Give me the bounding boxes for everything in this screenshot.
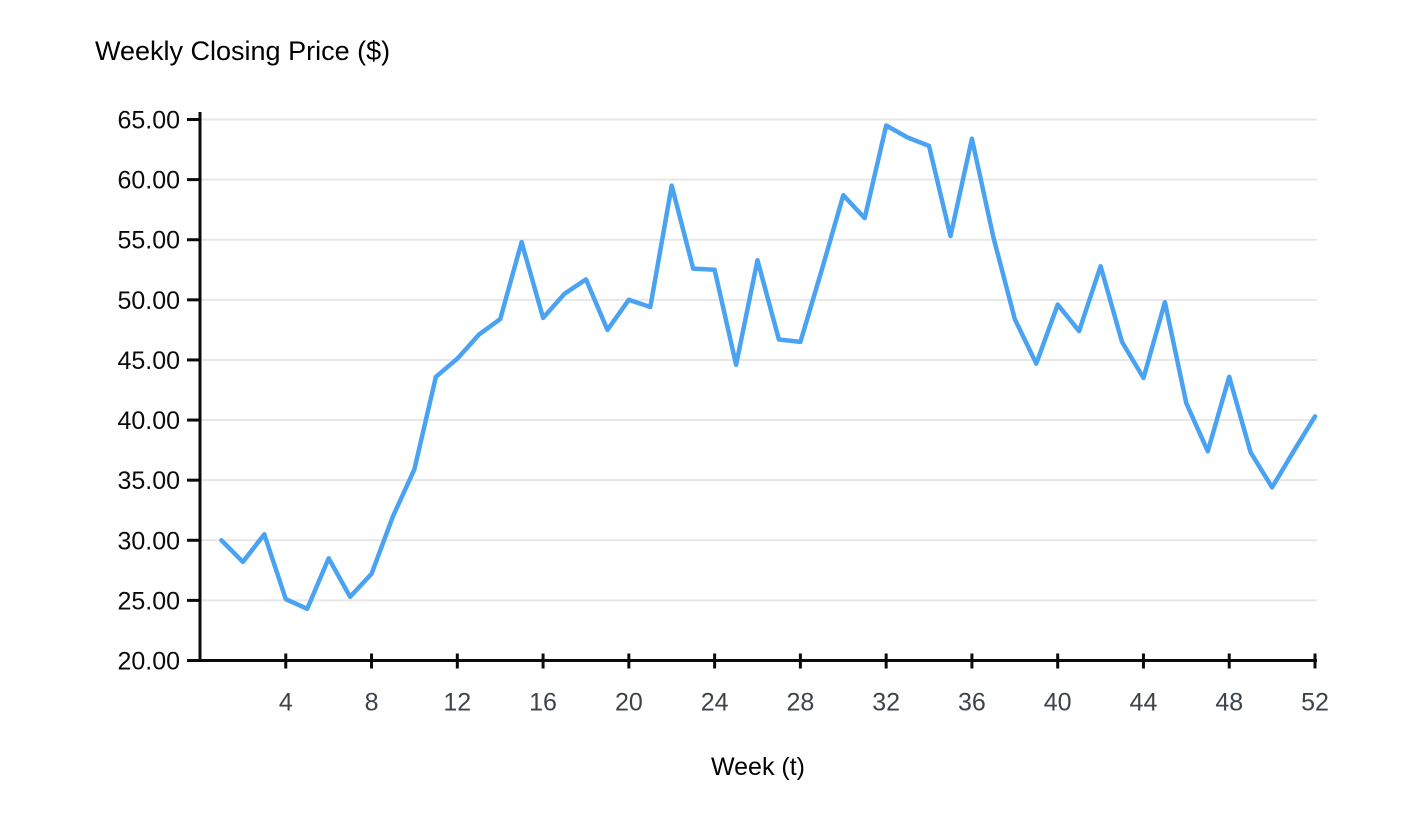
x-axis-tick-label: 40 [1044,689,1072,717]
y-axis-tick-label: 65.00 [117,107,180,135]
y-axis-tick-label: 25.00 [117,587,180,615]
x-axis-tick-label: 32 [872,689,900,717]
y-axis-tick-label: 60.00 [117,167,180,195]
price-line [219,123,1318,612]
x-axis-tick-label: 28 [786,689,814,717]
x-axis-title: Week (t) [711,753,805,781]
chart-title: Weekly Closing Price ($) [95,36,391,66]
x-axis-tick-label: 36 [958,689,986,717]
y-axis-tick-label: 20.00 [117,648,180,676]
x-axis-tick-label: 20 [615,689,643,717]
x-axis-tick-label: 52 [1301,689,1329,717]
y-axis-tick-label: 30.00 [117,527,180,555]
x-axis-tick-label: 12 [443,689,471,717]
y-axis-tick-label: 55.00 [117,227,180,255]
y-axis-tick-label: 50.00 [117,287,180,315]
x-axis-tick-label: 8 [365,689,379,717]
y-axis-tick-label: 45.00 [117,347,180,375]
x-axis-tick-label: 48 [1215,689,1243,717]
y-axis-tick-label: 40.00 [117,407,180,435]
x-axis-tick-label: 44 [1130,689,1158,717]
x-axis-tick-label: 16 [529,689,557,717]
y-axis-tick-label: 35.00 [117,467,180,495]
x-axis-tick-label: 4 [279,689,293,717]
x-axis-tick-label: 24 [701,689,729,717]
